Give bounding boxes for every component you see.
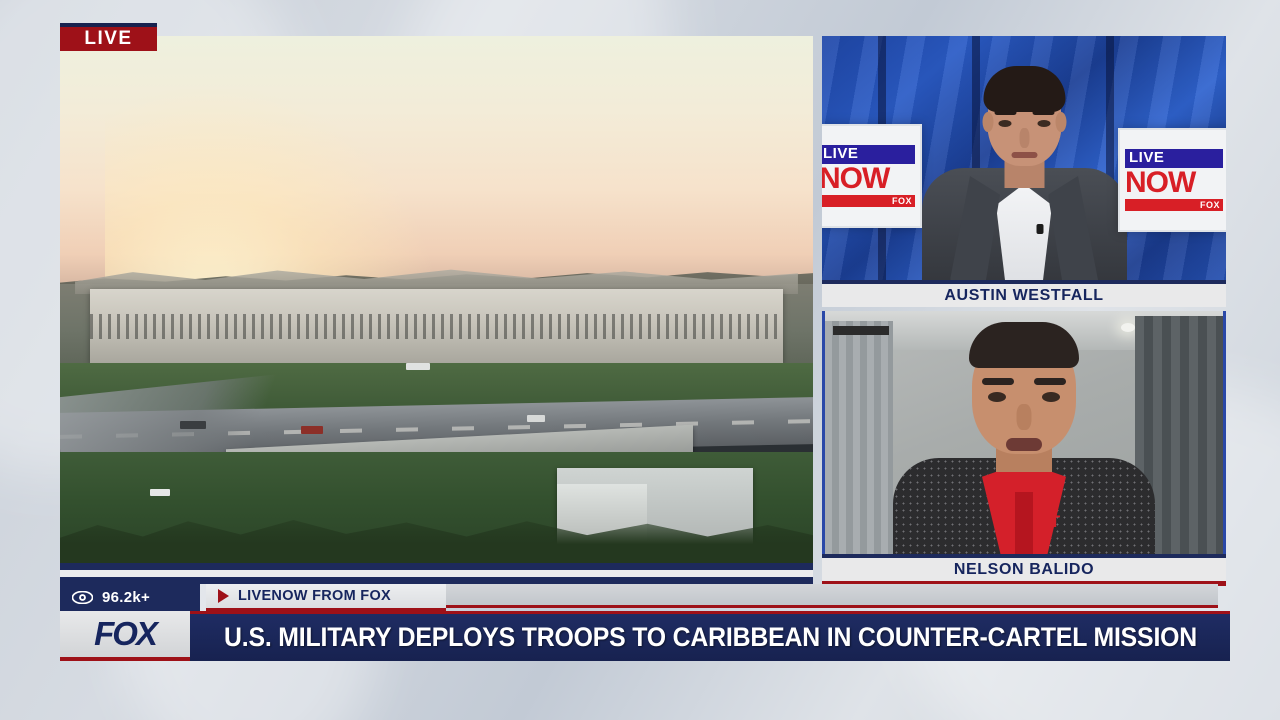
studio-livenow-logo-right: LIVE NOW FOX (1118, 128, 1226, 232)
jacket-logo: T (1049, 512, 1061, 531)
status-strip-filler (446, 584, 1218, 608)
video-divider (60, 563, 813, 584)
source-label: LIVENOW FROM FOX (238, 588, 392, 604)
logo-fox-text: FOX (1125, 199, 1223, 212)
logo-live-text: LIVE (1125, 148, 1223, 168)
live-badge: LIVE (60, 23, 157, 51)
live-badge-label: LIVE (84, 28, 133, 49)
logo-now-text: NOW (822, 161, 890, 195)
viewer-count: 96.2k+ (102, 589, 151, 606)
curtain-left (825, 320, 893, 554)
anchor-video-panel[interactable]: LIVE NOW FOX LIVE NOW FOX (822, 36, 1226, 280)
anchor-name: AUSTIN WESTFALL (944, 286, 1104, 304)
vehicle (180, 420, 207, 429)
main-video-feed[interactable] (60, 36, 813, 563)
ceiling-light (1121, 323, 1136, 333)
curtain-rail (832, 325, 889, 335)
guest-video-panel[interactable]: T (822, 311, 1226, 554)
studio-wall-seam (1106, 36, 1114, 280)
fox-logo: FOX (94, 615, 158, 652)
guest-name-bar: NELSON BALIDO (822, 554, 1226, 586)
guest-person: T (893, 322, 1155, 554)
headline-text: U.S. MILITARY DEPLOYS TROOPS TO CARIBBEA… (224, 622, 1198, 652)
viewer-count-badge: 96.2k+ (60, 584, 200, 611)
source-tag[interactable]: LIVENOW FROM FOX (206, 584, 446, 611)
studio-livenow-logo-left: LIVE NOW FOX (822, 124, 922, 228)
eye-icon (72, 591, 93, 604)
vehicle (526, 415, 545, 423)
status-strip: 96.2k+ LIVENOW FROM FOX (60, 584, 1218, 611)
anchor-name-bar: AUSTIN WESTFALL (822, 280, 1226, 307)
headline-banner: U.S. MILITARY DEPLOYS TROOPS TO CARIBBEA… (190, 611, 1230, 661)
play-triangle-icon (218, 589, 229, 603)
anchor-person (921, 60, 1127, 280)
pentagon-building (90, 288, 783, 363)
fox-logo-box: FOX (60, 611, 190, 661)
studio-wall-seam (972, 36, 980, 280)
lapel-microphone (1036, 224, 1043, 234)
logo-live-text: LIVE (822, 144, 915, 164)
lower-third: 96.2k+ LIVENOW FROM FOX FOX U.S. MILITAR… (0, 584, 1280, 720)
logo-now-text: NOW (1125, 165, 1196, 199)
vehicle (406, 362, 431, 370)
vehicle (150, 489, 171, 497)
vehicle (300, 425, 323, 434)
guest-name: NELSON BALIDO (953, 560, 1095, 578)
logo-fox-text: FOX (822, 195, 915, 208)
